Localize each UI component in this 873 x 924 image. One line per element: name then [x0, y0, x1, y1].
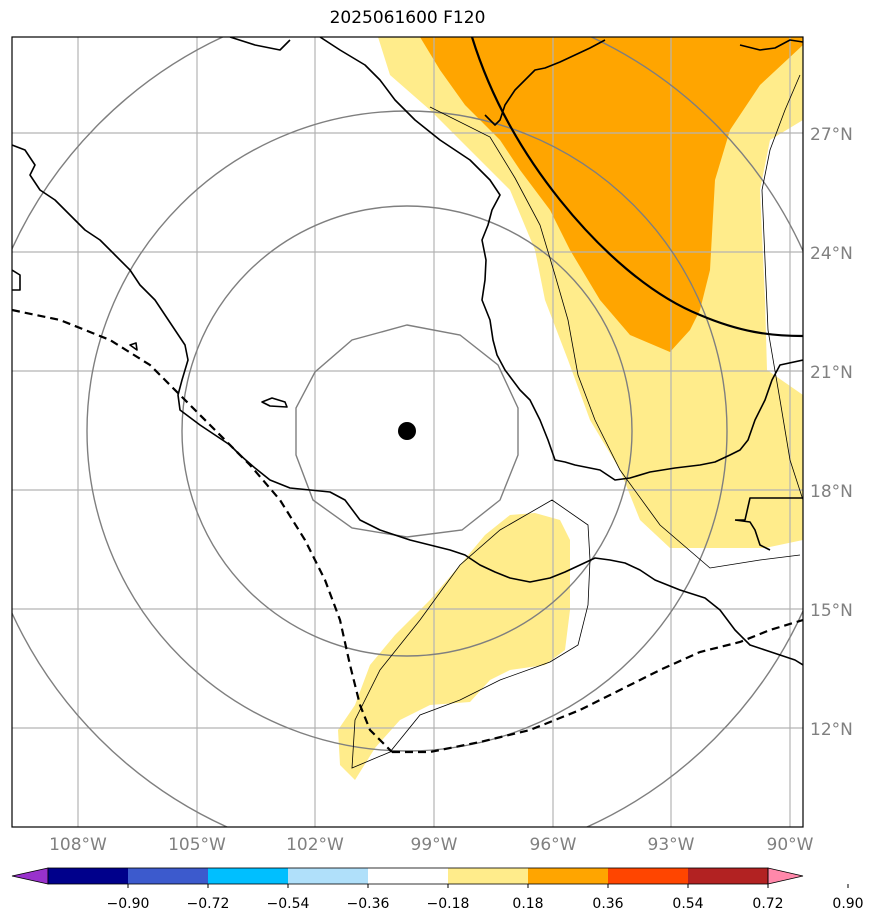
- lat-label: 21°N: [810, 363, 853, 383]
- coastline-pacific-main: [12, 144, 803, 666]
- track-dashed-west: [12, 308, 393, 753]
- lon-label: 99°W: [411, 835, 458, 855]
- lon-label: 108°W: [49, 835, 107, 855]
- island-small: [261, 397, 288, 408]
- lon-label: 90°W: [767, 835, 814, 855]
- colorbar-segment: [48, 868, 128, 884]
- colorbar-tick-label: −0.36: [347, 896, 390, 912]
- lat-label: 24°N: [810, 244, 853, 264]
- lon-label: 102°W: [286, 835, 344, 855]
- colorbar-segment: [528, 868, 608, 884]
- colorbar-tick-label: 0.72: [752, 896, 783, 912]
- colorbar-tick-label: 0.54: [672, 896, 703, 912]
- coastline-gulf-north: [484, 39, 803, 126]
- map-area: [12, 37, 803, 827]
- colorbar: [11, 867, 804, 885]
- colorbar-tick-label: −0.54: [267, 896, 310, 912]
- uncertainty-cone-north: [429, 106, 801, 569]
- lat-label: 18°N: [810, 482, 853, 502]
- lon-label: 105°W: [168, 835, 226, 855]
- uncertainty-cone-north-east: [761, 74, 803, 501]
- coastline-mexico-pacific: [229, 37, 803, 481]
- map-frame: [11, 36, 804, 828]
- longitude-labels: 108°W 105°W 102°W 99°W 96°W 93°W 90°W: [49, 835, 814, 855]
- map-title: 2025061600 F120: [329, 8, 486, 28]
- colorbar-tick-label: −0.18: [427, 896, 470, 912]
- colorbar-segment: [688, 868, 768, 884]
- colorbar-segment: [608, 868, 688, 884]
- lat-label: 27°N: [810, 125, 853, 145]
- storm-center-marker: [398, 422, 416, 440]
- track-dashed-east: [392, 618, 803, 754]
- colorbar-extend-high: [767, 867, 804, 885]
- colorbar-tick-label: −0.72: [187, 896, 230, 912]
- colorbar-tick-label: 0.90: [832, 896, 863, 912]
- coastline-baja-tip: [12, 269, 21, 291]
- colorbar-segment: [288, 868, 368, 884]
- colorbar-segment: [368, 868, 448, 884]
- colorbar-tick-label: 0.36: [592, 896, 623, 912]
- colorbar-extend-low: [11, 867, 49, 885]
- colorbar-frame: [47, 867, 769, 885]
- coastlines: [12, 37, 803, 666]
- shade-0.18-0.36-south: [338, 513, 570, 780]
- colorbar-tick-label: −0.90: [107, 896, 150, 912]
- lon-label: 93°W: [648, 835, 695, 855]
- range-ring-1: [295, 324, 519, 538]
- track-north: [470, 37, 803, 338]
- colorbar-segment: [448, 868, 528, 884]
- latitude-labels: 27°N 24°N 21°N 18°N 15°N 12°N: [810, 125, 853, 740]
- colorbar-labels: −0.90 −0.72 −0.54 −0.36 −0.18 0.18 0.36 0.54 0.7…: [107, 884, 864, 912]
- colorbar-segment: [128, 868, 208, 884]
- island-small-2: [129, 342, 138, 351]
- colorbar-tick-label: 0.18: [512, 896, 543, 912]
- colorbar-segment: [208, 868, 288, 884]
- uncertainty-cone-south: [351, 499, 591, 769]
- range-ring-2: [181, 205, 633, 657]
- graticule: [12, 37, 803, 827]
- lat-label: 15°N: [810, 601, 853, 621]
- border-guatemala: [734, 497, 803, 551]
- lat-label: 12°N: [810, 720, 853, 740]
- lon-label: 96°W: [530, 835, 577, 855]
